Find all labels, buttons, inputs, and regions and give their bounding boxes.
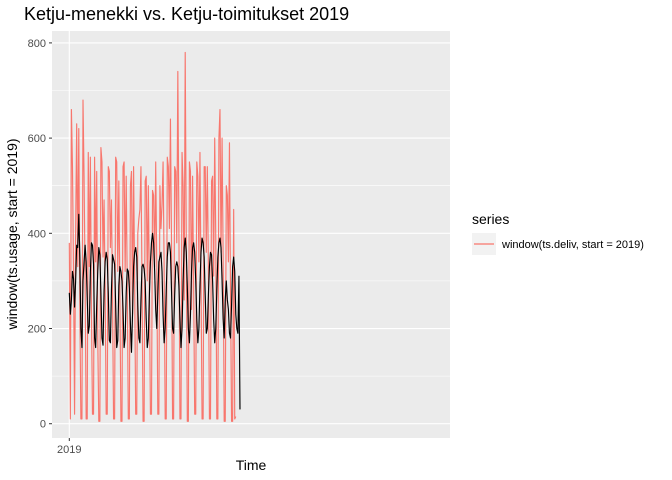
y-tick-label: 400 [28,228,46,240]
chart-title: Ketju-menekki vs. Ketju-toimitukset 2019 [24,4,349,24]
y-tick-label: 200 [28,324,46,336]
x-tick-label: 2019 [57,444,81,456]
x-axis-title: Time [236,457,267,473]
y-axis-title: window(ts.usage, start = 2019) [4,138,20,330]
series-line-usage [68,213,241,410]
series-lines [68,51,241,422]
legend-title: series [472,211,509,227]
legend: series window(ts.deliv, start = 2019) [472,211,644,255]
y-axis-ticks: 0 200 400 600 800 [28,38,52,431]
series-line-deliv [68,51,237,422]
y-tick-label: 800 [28,38,46,50]
y-tick-label: 0 [40,419,46,431]
y-tick-label: 600 [28,133,46,145]
legend-label: window(ts.deliv, start = 2019) [501,239,644,251]
x-axis-ticks: 2019 [57,438,82,456]
major-gridlines [52,31,450,438]
